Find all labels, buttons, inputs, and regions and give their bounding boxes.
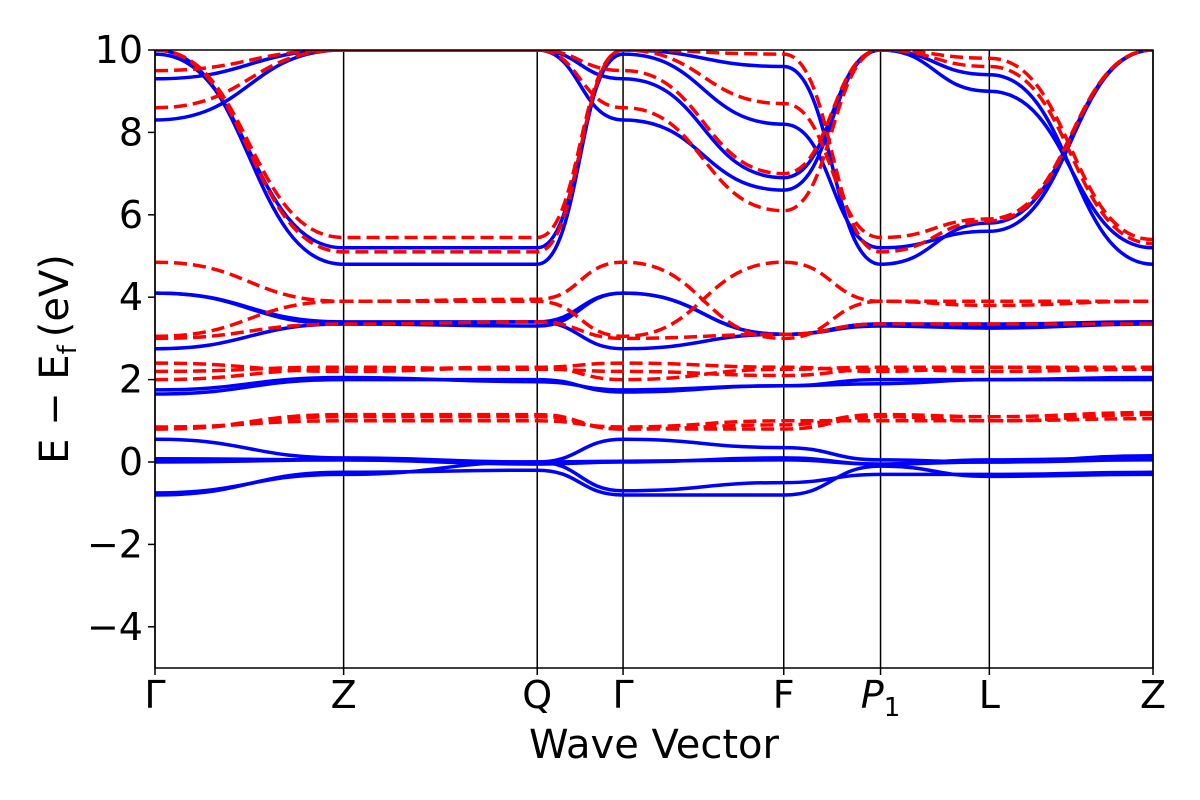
band-line-dashed: [155, 361, 1153, 374]
band-line-dashed: [155, 50, 1153, 246]
band-line-dashed: [155, 365, 1153, 378]
y-tick-label: −4: [87, 605, 143, 649]
y-tick-label: 10: [95, 28, 143, 72]
band-line-solid: [155, 456, 1153, 466]
x-axis-ticks: Γ Z Q Γ F P1 L Z: [144, 668, 1166, 723]
band-line-dashed: [155, 50, 1153, 242]
band-line-dashed: [155, 50, 1153, 240]
band-line-solid: [155, 375, 1153, 392]
band-line-solid: [155, 50, 1153, 250]
band-line-dashed: [155, 410, 1153, 431]
y-axis-title-main: E − E: [32, 354, 78, 464]
plot-frame: [154, 49, 1154, 669]
band-line-solid: [155, 50, 1153, 250]
x-tick-label: L: [979, 673, 1000, 717]
x-tick-label: Q: [522, 673, 552, 717]
band-line-solid: [155, 377, 1153, 396]
band-line-dashed: [155, 50, 1153, 254]
band-line-dashed: [155, 412, 1153, 431]
x-tick-label: Z: [1140, 673, 1166, 717]
band-line-solid: [155, 50, 1153, 266]
y-tick-label: 2: [119, 358, 143, 402]
x-tick-label: P1: [861, 673, 900, 723]
band-line-solid: [155, 291, 1153, 337]
kpoint-lines: [154, 50, 1154, 668]
band-line-dashed: [155, 320, 1153, 341]
band-line-solid: [155, 50, 1153, 266]
x-tick-label: Γ: [612, 673, 633, 717]
y-tick-label: 0: [119, 440, 143, 484]
band-line-dashed: [155, 260, 1153, 339]
band-line-solid: [155, 464, 1153, 497]
x-axis-title: Wave Vector: [529, 722, 780, 768]
x-tick-label: Z: [331, 673, 357, 717]
band-line-dashed: [155, 416, 1153, 429]
y-axis-ticks: −4 −2 0 2 4 6 8 10: [87, 28, 155, 649]
y-tick-label: 8: [119, 110, 143, 154]
y-tick-label: −2: [87, 522, 143, 566]
y-axis-title-sub: f: [53, 344, 83, 354]
y-tick-label: 6: [119, 193, 143, 237]
y-tick-label: 4: [119, 275, 143, 319]
x-tick-label: F: [773, 673, 795, 717]
y-axis-title: E − Ef (eV): [32, 254, 83, 464]
x-tick-label: Γ: [144, 673, 165, 717]
bands-layer: [155, 50, 1153, 497]
y-axis-title-unit: (eV): [32, 254, 78, 337]
band-line-solid: [155, 437, 1153, 464]
